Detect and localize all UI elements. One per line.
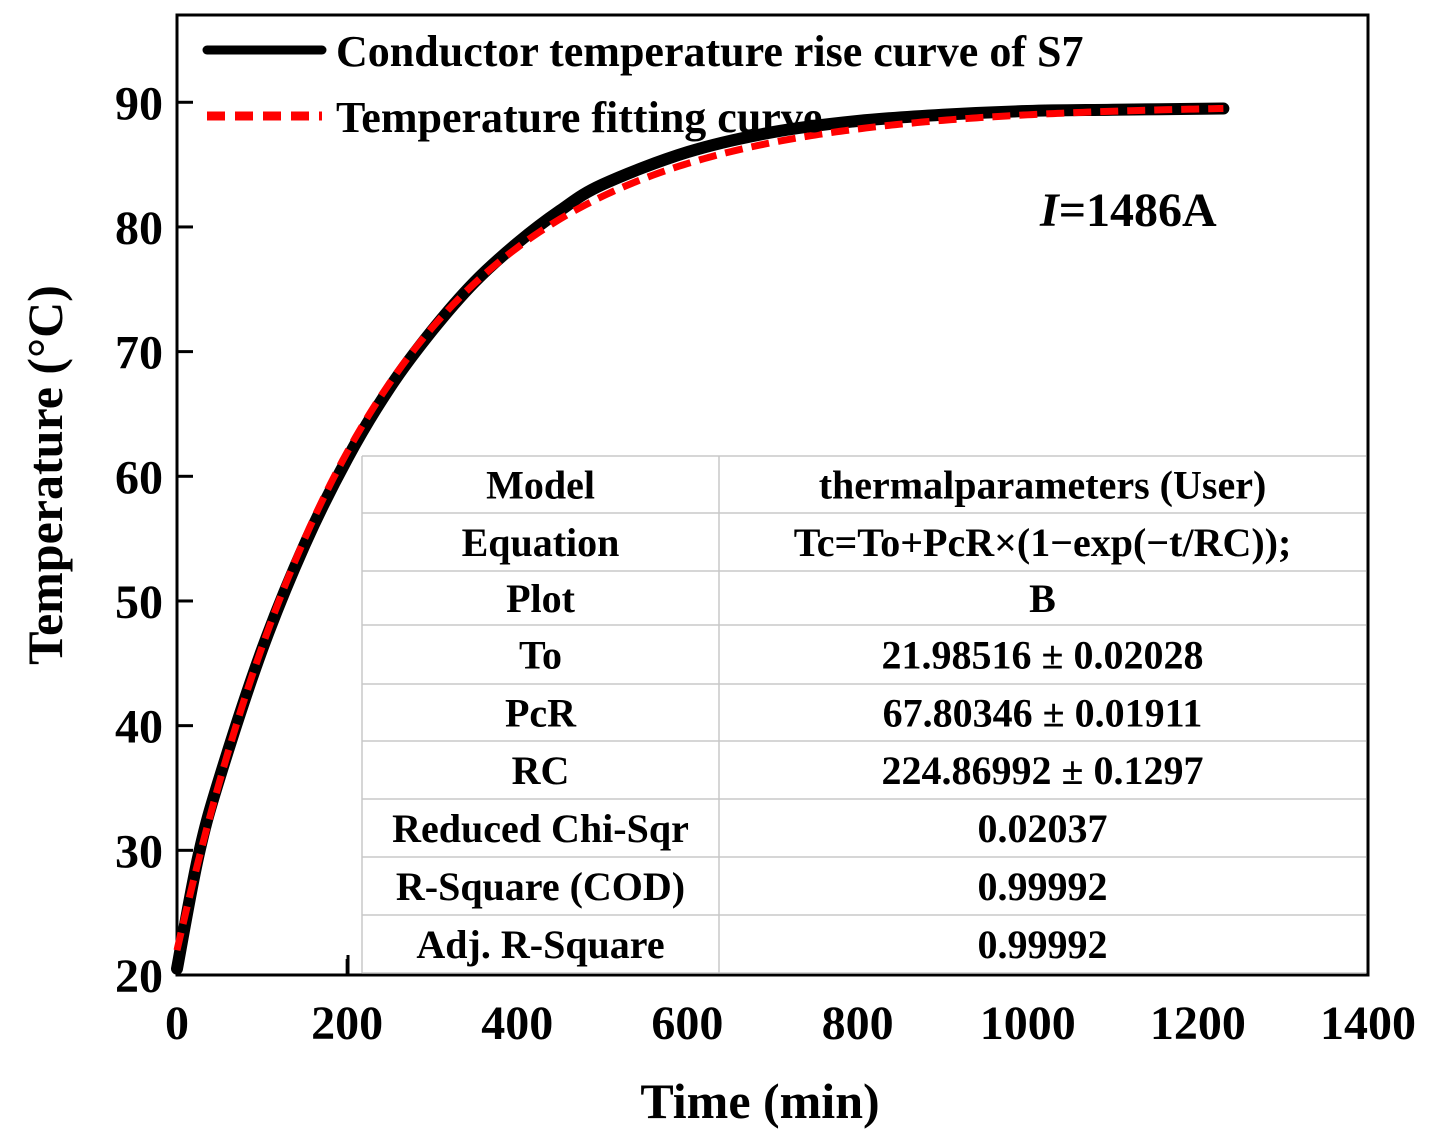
y-tick-label: 90 (115, 77, 163, 130)
y-tick-label: 20 (115, 950, 163, 1003)
legend: Conductor temperature rise curve of S7 T… (202, 27, 1083, 142)
fit-table-value: Tc=To+PcR×(1−exp(−t/RC)); (794, 520, 1292, 565)
y-tick-label: 50 (115, 576, 163, 629)
x-axis: 0 200 400 600 800 1000 1200 1400 (165, 959, 1416, 1050)
fit-table-label: To (519, 633, 562, 678)
fit-table-value: 224.86992 ± 0.1297 (882, 748, 1204, 793)
y-tick-label: 70 (115, 327, 163, 380)
series-fit-line (173, 104, 1224, 952)
y-tick-label: 80 (115, 202, 163, 255)
fit-results-table: Model thermalparameters (User) Equation Tc=… (346, 455, 1366, 975)
current-annotation-symbol: I (1039, 184, 1061, 237)
x-tick-label: 400 (481, 997, 553, 1050)
fit-table-label: Plot (506, 576, 576, 621)
fit-table-label: Adj. R-Square (416, 922, 664, 967)
fit-table-label: PcR (505, 691, 577, 736)
y-tick-label: 60 (115, 451, 163, 504)
x-axis-title: Time (min) (640, 1073, 879, 1129)
y-axis: 20 30 40 50 60 70 80 90 (115, 77, 193, 1003)
x-tick-label: 1400 (1320, 997, 1416, 1050)
x-tick-label: 200 (311, 997, 383, 1050)
fit-table-background (362, 456, 1366, 973)
fit-table-label: Reduced Chi-Sqr (392, 806, 689, 851)
fit-table-value: 0.99992 (978, 864, 1108, 909)
fit-table-label: Model (486, 463, 595, 508)
fit-table-label: RC (512, 748, 570, 793)
fit-table-label: R-Square (COD) (396, 864, 685, 909)
y-tick-label: 30 (115, 825, 163, 878)
fit-table-value: 0.02037 (978, 806, 1108, 851)
current-annotation-value: =1486A (1059, 184, 1217, 237)
current-annotation: I=1486A (1039, 184, 1217, 237)
x-tick-label: 0 (165, 997, 189, 1050)
series-layer (171, 102, 1230, 975)
y-axis-title: Temperature (°C) (17, 285, 73, 665)
fit-table-value: thermalparameters (User) (819, 463, 1267, 508)
legend-label-fit: Temperature fitting curve (336, 93, 822, 142)
x-tick-label: 1200 (1150, 997, 1246, 1050)
fit-table-value: 0.99992 (978, 922, 1108, 967)
legend-label-measured: Conductor temperature rise curve of S7 (336, 27, 1083, 76)
plot-frame (175, 13, 1370, 977)
x-tick-label: 1000 (980, 997, 1076, 1050)
y-tick-label: 40 (115, 701, 163, 754)
x-tick-label: 600 (651, 997, 723, 1050)
fit-table-value: B (1029, 576, 1056, 621)
fit-table-value: 67.80346 ± 0.01911 (883, 691, 1203, 736)
fit-table-value: 21.98516 ± 0.02028 (882, 633, 1204, 678)
fit-table-label: Equation (462, 520, 620, 565)
x-tick-label: 800 (822, 997, 894, 1050)
